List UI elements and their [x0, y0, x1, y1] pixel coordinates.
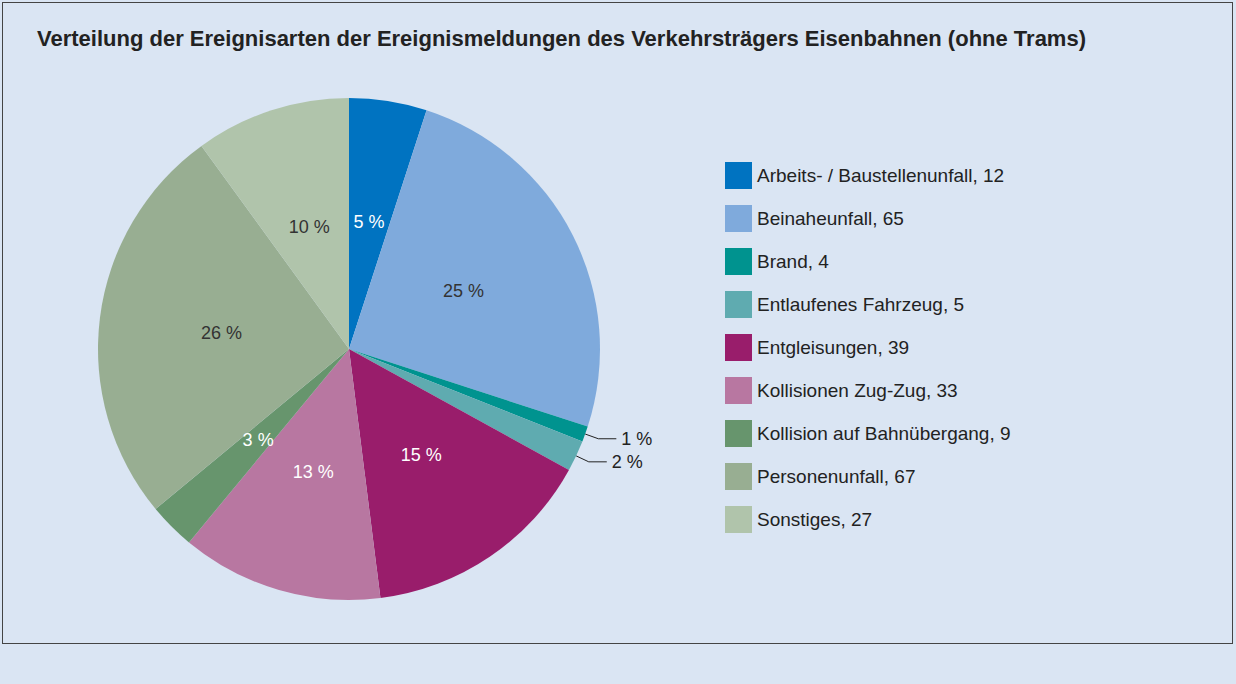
svg-text:Entgleisungen, 39: Entgleisungen, 39	[757, 337, 909, 358]
svg-text:1 %: 1 %	[621, 429, 652, 449]
svg-text:2 %: 2 %	[612, 452, 643, 472]
svg-text:13 %: 13 %	[293, 462, 334, 482]
svg-text:Entlaufenes Fahrzeug, 5: Entlaufenes Fahrzeug, 5	[757, 294, 964, 315]
svg-text:Personenunfall, 67: Personenunfall, 67	[757, 466, 915, 487]
svg-text:10 %: 10 %	[289, 217, 330, 237]
svg-text:Verteilung der Ereignisarten d: Verteilung der Ereignisarten der Ereigni…	[37, 26, 1086, 51]
svg-text:25 %: 25 %	[443, 281, 484, 301]
svg-text:Kollision auf Bahnübergang, 9: Kollision auf Bahnübergang, 9	[757, 423, 1011, 444]
svg-text:26 %: 26 %	[201, 323, 242, 343]
svg-text:Beinaheunfall, 65: Beinaheunfall, 65	[757, 208, 904, 229]
svg-text:Brand, 4: Brand, 4	[757, 251, 829, 272]
svg-text:Sonstiges, 27: Sonstiges, 27	[757, 509, 872, 530]
svg-text:3 %: 3 %	[243, 430, 274, 450]
svg-text:Kollisionen Zug-Zug, 33: Kollisionen Zug-Zug, 33	[757, 380, 958, 401]
svg-text:Arbeits- / Baustellenunfall, 1: Arbeits- / Baustellenunfall, 12	[757, 165, 1004, 186]
svg-text:5 %: 5 %	[354, 212, 385, 232]
svg-text:15 %: 15 %	[401, 445, 442, 465]
